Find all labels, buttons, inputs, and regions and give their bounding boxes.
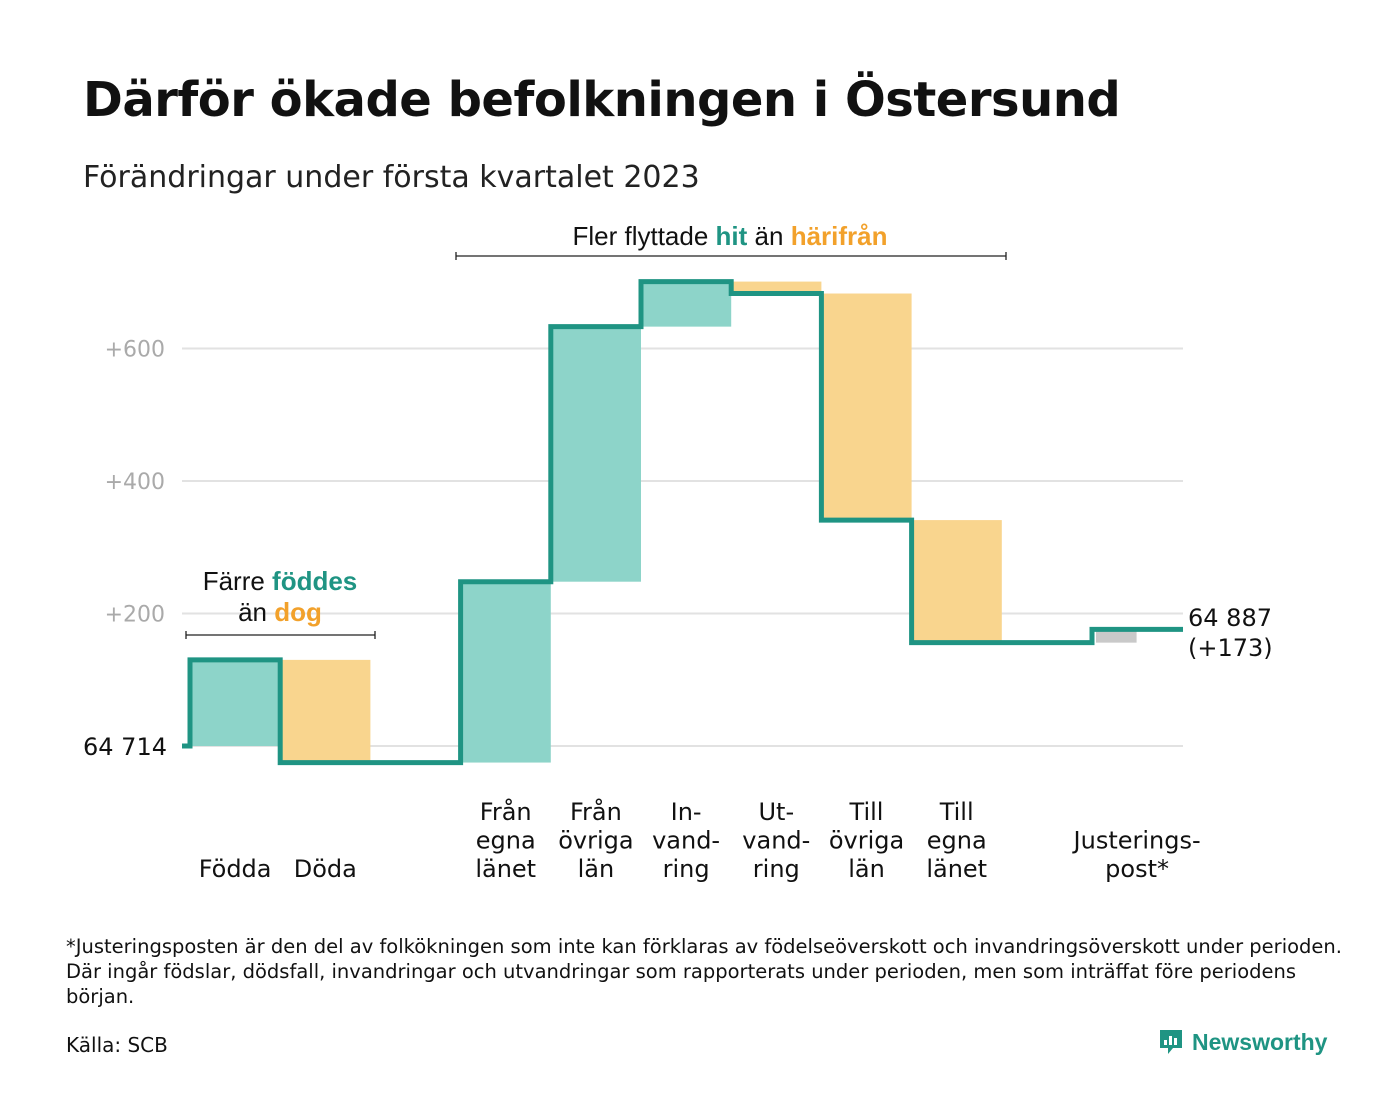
chart-title: Därför ökade befolkningen i Östersund — [83, 72, 1121, 128]
moves-annotation-highlight-1: hit — [716, 221, 748, 251]
cumulative-step-line — [182, 279, 1183, 766]
chart-subtitle: Förändringar under första kvartalet 2023 — [83, 160, 700, 195]
bar-Födda — [190, 659, 281, 746]
category-label: post* — [1105, 855, 1169, 883]
svg-text:Fler flyttade hit än härifrån: Fler flyttade hit än härifrån — [572, 221, 887, 251]
category-label: län — [848, 855, 885, 883]
category-label: länet — [926, 855, 987, 883]
category-label: vand- — [742, 827, 810, 855]
bar-Från övriga län — [550, 326, 641, 582]
bar-Utvandring — [731, 281, 822, 294]
category-label: Från — [570, 797, 622, 826]
newsworthy-chart-icon — [1160, 1030, 1182, 1054]
bar-Döda — [280, 659, 371, 763]
category-label: Födda — [199, 855, 272, 883]
y-tick-label: +400 — [105, 470, 165, 495]
bar-Invandring — [641, 281, 732, 327]
svg-text:än dog: än dog — [238, 597, 322, 627]
category-label: vand- — [652, 827, 720, 855]
start-value-label: 64 714 — [83, 733, 167, 761]
category-label: Döda — [294, 855, 357, 883]
end-change-label: (+173) — [1188, 634, 1273, 662]
footnote: *Justeringsposten är den del av folkökni… — [66, 935, 1342, 1008]
category-label: Till — [849, 798, 884, 826]
category-label: Justerings- — [1072, 827, 1201, 855]
category-labels: Födda DödaFrånegnalänetFrånövrigalänIn-va… — [199, 797, 1201, 883]
brand-name: Newsworthy — [1192, 1028, 1328, 1055]
bar-Från egna länet — [460, 581, 551, 763]
category-label: egna — [927, 827, 987, 855]
newsworthy-logo[interactable]: Newsworthy — [1158, 1028, 1327, 1056]
bar-Justeringspost* — [1096, 629, 1137, 643]
svg-text:Färre föddes: Färre föddes — [203, 566, 358, 596]
category-label: ring — [753, 855, 800, 883]
births-annotation-mid: än — [238, 597, 274, 627]
y-tick-label: +200 — [105, 603, 165, 628]
births-annotation-highlight-1: föddes — [272, 566, 357, 596]
category-label: Från — [480, 797, 532, 826]
bars — [190, 281, 1137, 763]
category-label: Ut- — [758, 798, 794, 826]
moves-annotation-mid: än — [747, 221, 790, 251]
category-label: Till — [939, 798, 974, 826]
bar-Till övriga län — [821, 293, 912, 521]
waterfall-chart: +200+400+600 Födda DödaFrånegnalänetFrånö… — [83, 221, 1273, 883]
y-tick-label: +600 — [105, 338, 165, 363]
births-annotation: Färre föddes än dog — [185, 566, 376, 639]
category-label: övriga — [829, 827, 904, 855]
moves-annotation-pre: Fler flyttade — [572, 221, 715, 251]
source-label: Källa: SCB — [66, 1033, 168, 1057]
births-annotation-pre: Färre — [203, 566, 272, 596]
category-label: In- — [671, 798, 702, 826]
end-value-label: 64 887 — [1188, 604, 1272, 632]
moves-annotation: Fler flyttade hit än härifrån — [455, 221, 1007, 260]
category-label: övriga — [558, 827, 633, 855]
bar-Till egna länet — [911, 520, 1002, 643]
births-annotation-highlight-2: dog — [274, 597, 322, 627]
category-label: län — [578, 855, 615, 883]
category-label: egna — [476, 827, 536, 855]
category-label: ring — [663, 855, 710, 883]
moves-annotation-highlight-2: härifrån — [791, 221, 888, 251]
category-label: länet — [475, 855, 536, 883]
